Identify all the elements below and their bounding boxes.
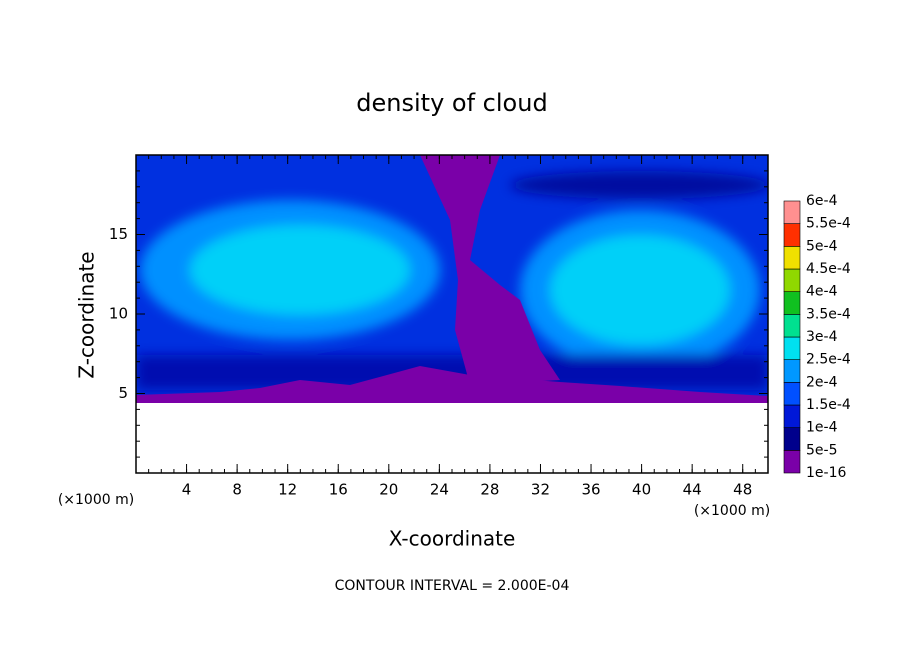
colorbar-swatch	[783, 336, 801, 360]
field-shape	[510, 171, 768, 199]
colorbar-swatch	[783, 223, 801, 247]
y-tick-label: 5	[118, 384, 128, 402]
x-tick-label: 44	[683, 481, 702, 499]
colorbar-label: 5.5e-4	[806, 216, 851, 232]
x-tick-label: 20	[379, 481, 398, 499]
colorbar-label: 4e-4	[806, 284, 838, 300]
field-shape	[136, 366, 768, 405]
colorbar-swatch	[783, 450, 801, 474]
x-tick-label: 36	[581, 481, 600, 499]
y-tick-label: 15	[109, 225, 128, 243]
colorbar-label: 2e-4	[806, 374, 838, 390]
colorbar-label: 3.5e-4	[806, 306, 851, 322]
x-tick-label: 24	[430, 481, 449, 499]
colorbar-swatch	[783, 268, 801, 292]
colorbar-swatch	[783, 427, 801, 451]
x-tick-label: 32	[531, 481, 550, 499]
colorbar-swatch	[783, 382, 801, 406]
field-shape	[420, 155, 560, 385]
colorbar-label: 6e-4	[806, 193, 838, 209]
colorbar-swatch	[783, 291, 801, 315]
colorbar-swatch	[783, 200, 801, 224]
x-tick-label: 40	[632, 481, 651, 499]
x-tick-label: 8	[232, 481, 242, 499]
x-axis-label: X-coordinate	[389, 527, 516, 551]
colorbar-label: 1.5e-4	[806, 397, 851, 413]
y-unit-label: (×1000 m)	[58, 492, 134, 508]
colorbar-label: 5e-5	[806, 442, 837, 458]
colorbar-label: 5e-4	[806, 238, 838, 254]
footer-note: CONTOUR INTERVAL = 2.000E-04	[335, 578, 570, 594]
y-tick-label: 10	[109, 305, 128, 323]
colorbar-swatch	[783, 314, 801, 338]
contour-field	[136, 155, 768, 473]
colorbar-swatch	[783, 359, 801, 383]
colorbar-label: 4.5e-4	[806, 261, 851, 277]
chart-title: density of cloud	[356, 89, 547, 117]
x-unit-label: (×1000 m)	[694, 503, 770, 519]
colorbar-swatch	[783, 404, 801, 428]
y-axis-label: Z-coordinate	[75, 251, 99, 378]
x-tick-label: 16	[329, 481, 348, 499]
x-tick-label: 12	[278, 481, 297, 499]
colorbar-label: 1e-16	[806, 465, 846, 481]
field-shape	[550, 235, 730, 345]
x-tick-label: 28	[480, 481, 499, 499]
colorbar-label: 1e-4	[806, 420, 838, 436]
colorbar-label: 3e-4	[806, 329, 838, 345]
x-tick-label: 48	[733, 481, 752, 499]
ground	[136, 403, 768, 473]
colorbar-swatch	[783, 246, 801, 270]
x-tick-label: 4	[182, 481, 192, 499]
colorbar-label: 2.5e-4	[806, 352, 851, 368]
field-shape	[190, 225, 410, 315]
